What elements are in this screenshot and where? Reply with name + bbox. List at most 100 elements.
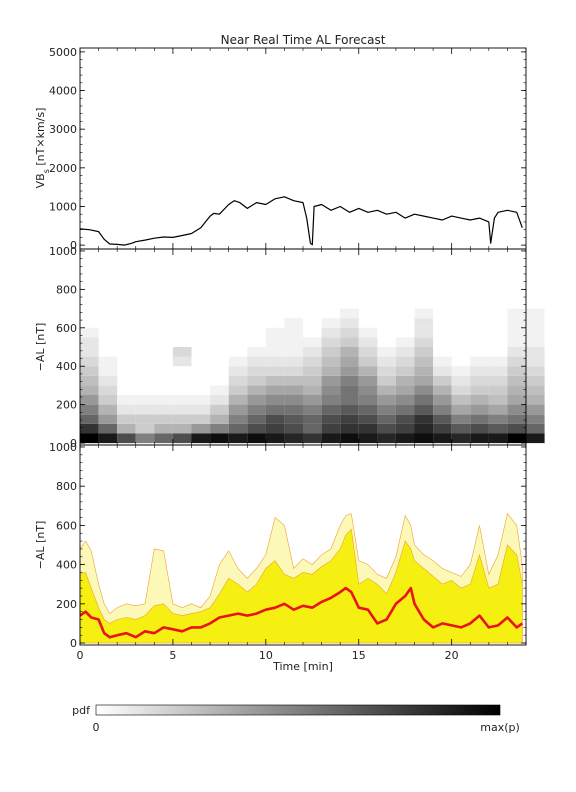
heatmap-cell [358, 366, 378, 376]
heatmap-cell [98, 356, 118, 367]
heatmap-cell [284, 385, 303, 395]
heatmap-cell [470, 385, 489, 395]
heatmap-cell [284, 375, 303, 386]
heatmap-cell [247, 356, 266, 367]
y-tick-label: 3000 [49, 123, 77, 136]
heatmap-cell [154, 423, 173, 434]
heatmap-cell [303, 366, 322, 376]
heatmap-cell [526, 337, 545, 347]
heatmap-cell [526, 318, 545, 328]
y-tick-label: 600 [56, 519, 77, 532]
heatmap-cell [247, 385, 266, 395]
heatmap-cell [228, 404, 248, 415]
heatmap-cell [172, 347, 192, 357]
heatmap-cell [526, 327, 545, 338]
x-tick-label: 15 [352, 649, 366, 662]
heatmap-cell [228, 366, 248, 376]
heatmap-cell [340, 404, 359, 415]
al-median-line [79, 586, 524, 639]
heatmap-cell [247, 414, 266, 424]
y-tick-label: 200 [56, 598, 77, 611]
heatmap-cell [451, 414, 471, 424]
heatmap-cell [340, 356, 359, 367]
heatmap-cell [284, 395, 303, 405]
pdf-colorbar-gradient [95, 704, 501, 716]
al-forecast-y-axis: 0 200 400 600 800 1000 [49, 441, 526, 650]
heatmap-cell [98, 366, 118, 376]
heatmap-cell [414, 356, 434, 367]
heatmap-cell [80, 404, 99, 415]
y-tick-label: 4000 [49, 85, 77, 98]
heatmap-cell [414, 308, 434, 319]
heatmap-cell [526, 423, 545, 434]
heatmap-cell [117, 423, 136, 434]
heatmap-cell [377, 375, 396, 386]
heatmap-cell [526, 347, 545, 357]
heatmap-cell [526, 395, 545, 405]
vbs-y-axis-label-units: [nT×km/s] [34, 108, 47, 170]
heatmap-cell [488, 356, 508, 367]
heatmap-cell [526, 308, 545, 319]
heatmap-cell [117, 433, 136, 444]
heatmap-cell [470, 366, 489, 376]
heatmap-cell [265, 347, 285, 357]
heatmap-cell [321, 337, 341, 347]
vbs-panel-frame [79, 47, 527, 250]
heatmap-cell [98, 375, 118, 386]
heatmap-cell [117, 395, 136, 405]
heatmap-cell [526, 356, 545, 367]
heatmap-cell [507, 366, 526, 376]
heatmap-cell [321, 347, 341, 357]
x-tick-label: 5 [169, 649, 176, 662]
heatmap-cell [321, 327, 341, 338]
heatmap-cell [488, 366, 508, 376]
heatmap-cell [210, 385, 229, 395]
heatmap-cell [265, 395, 285, 405]
heatmap-cell [414, 395, 434, 405]
heatmap-cell [414, 433, 434, 444]
heatmap-cell [470, 395, 489, 405]
vbs-x-ticks [79, 48, 527, 249]
heatmap-cell [265, 414, 285, 424]
heatmap-cell [210, 433, 229, 444]
heatmap-cell [80, 414, 99, 424]
al-heatmap-cells [80, 308, 545, 444]
heatmap-cell [303, 337, 322, 347]
heatmap-cell [358, 385, 378, 395]
x-tick-label: 0 [77, 649, 84, 662]
heatmap-cell [395, 366, 415, 376]
heatmap-cell [98, 433, 118, 444]
heatmap-cell [98, 385, 118, 395]
heatmap-cell [210, 404, 229, 415]
pdf-colorbar-max-label: max(p) [480, 721, 520, 734]
heatmap-cell [507, 423, 526, 434]
heatmap-cell [340, 327, 359, 338]
heatmap-cell [433, 395, 452, 405]
heatmap-cell [210, 414, 229, 424]
heatmap-cell [228, 375, 248, 386]
y-tick-label: 1000 [49, 245, 77, 258]
heatmap-cell [507, 347, 526, 357]
heatmap-cell [414, 318, 434, 328]
heatmap-cell [80, 356, 99, 367]
heatmap-cell [433, 356, 452, 367]
heatmap-cell [247, 375, 266, 386]
heatmap-cell [284, 318, 303, 328]
heatmap-cell [507, 404, 526, 415]
heatmap-cell [414, 375, 434, 386]
heatmap-cell [470, 356, 489, 367]
heatmap-cell [284, 404, 303, 415]
al-heatmap-y-axis-label: −AL [nT] [34, 323, 47, 372]
heatmap-cell [80, 423, 99, 434]
heatmap-cell [433, 366, 452, 376]
y-tick-label: 400 [56, 360, 77, 373]
heatmap-cell [321, 366, 341, 376]
heatmap-cell [80, 395, 99, 405]
heatmap-cell [135, 395, 155, 405]
heatmap-cell [191, 414, 211, 424]
heatmap-cell [395, 347, 415, 357]
heatmap-cell [395, 385, 415, 395]
heatmap-cell [117, 414, 136, 424]
heatmap-cell [191, 433, 211, 444]
